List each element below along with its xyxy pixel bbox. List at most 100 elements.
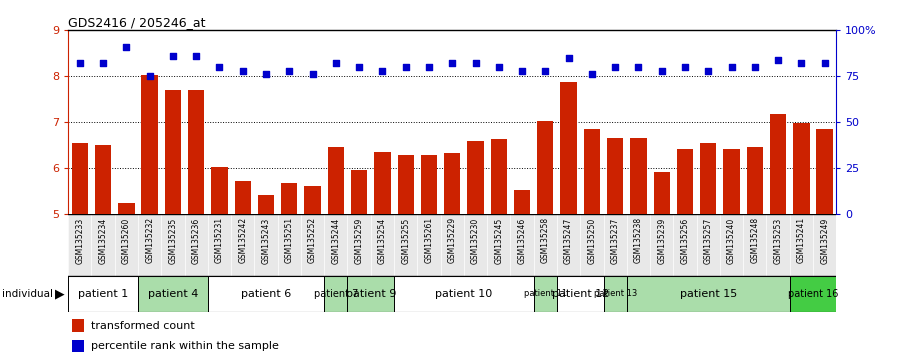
Text: GSM135260: GSM135260 — [122, 217, 131, 263]
Point — [212, 64, 226, 70]
Bar — [397, 155, 414, 214]
Bar — [794, 123, 810, 214]
Text: GSM135250: GSM135250 — [587, 217, 596, 263]
Bar — [746, 147, 763, 214]
Bar — [561, 82, 576, 214]
Text: GSM135249: GSM135249 — [820, 217, 829, 263]
Bar — [630, 138, 646, 214]
Point — [492, 64, 506, 70]
Point — [422, 64, 436, 70]
Text: GSM135253: GSM135253 — [774, 217, 783, 263]
Bar — [305, 185, 321, 214]
Point — [282, 68, 296, 73]
Text: GSM135241: GSM135241 — [797, 217, 806, 263]
Bar — [211, 167, 227, 214]
Text: GSM135234: GSM135234 — [98, 217, 107, 263]
Bar — [445, 153, 460, 214]
Text: GSM135252: GSM135252 — [308, 217, 317, 263]
Text: GSM135238: GSM135238 — [634, 217, 643, 263]
Text: patient 11: patient 11 — [524, 289, 567, 298]
Point — [468, 61, 483, 66]
Bar — [534, 276, 557, 312]
Point — [584, 72, 599, 77]
Text: GSM135233: GSM135233 — [75, 217, 85, 263]
Bar — [557, 276, 604, 312]
Text: GSM135236: GSM135236 — [192, 217, 201, 263]
Point — [445, 61, 460, 66]
Bar — [677, 149, 694, 214]
Text: GSM135232: GSM135232 — [145, 217, 155, 263]
Text: GSM135237: GSM135237 — [611, 217, 620, 263]
Bar — [138, 276, 208, 312]
Text: patient 12: patient 12 — [552, 289, 609, 299]
Point — [701, 68, 715, 73]
Text: GSM135259: GSM135259 — [355, 217, 364, 263]
Text: GSM135254: GSM135254 — [378, 217, 387, 263]
Text: GSM135248: GSM135248 — [750, 217, 759, 263]
Bar — [235, 181, 251, 214]
Point — [771, 57, 785, 62]
Bar — [72, 319, 84, 332]
Point — [514, 68, 529, 73]
Text: patient 4: patient 4 — [148, 289, 198, 299]
Bar — [281, 183, 297, 214]
Point — [654, 68, 669, 73]
Point — [73, 61, 87, 66]
Bar — [95, 145, 111, 214]
Bar — [514, 190, 530, 214]
Bar — [165, 90, 181, 214]
Text: GSM135256: GSM135256 — [681, 217, 690, 263]
Point — [747, 64, 762, 70]
Point — [189, 53, 204, 59]
Text: ▶: ▶ — [55, 287, 65, 300]
Text: GSM135230: GSM135230 — [471, 217, 480, 263]
Text: GSM135244: GSM135244 — [332, 217, 340, 263]
Text: GSM135257: GSM135257 — [704, 217, 713, 263]
Text: GSM135235: GSM135235 — [168, 217, 177, 263]
Bar — [584, 129, 600, 214]
Point — [724, 64, 739, 70]
Point — [165, 53, 180, 59]
Text: GSM135243: GSM135243 — [262, 217, 271, 263]
Bar — [347, 276, 394, 312]
Text: GDS2416 / 205246_at: GDS2416 / 205246_at — [68, 16, 205, 29]
Bar — [208, 276, 325, 312]
Bar — [142, 75, 158, 214]
Text: percentile rank within the sample: percentile rank within the sample — [91, 341, 279, 351]
Bar — [607, 138, 624, 214]
Point — [328, 61, 343, 66]
Text: GSM135240: GSM135240 — [727, 217, 736, 263]
Point — [235, 68, 250, 73]
Point — [794, 61, 809, 66]
Text: GSM135258: GSM135258 — [541, 217, 550, 263]
Text: patient 9: patient 9 — [345, 289, 396, 299]
Text: GSM135242: GSM135242 — [238, 217, 247, 263]
Bar — [700, 143, 716, 214]
Point — [143, 73, 157, 79]
Text: GSM135251: GSM135251 — [285, 217, 294, 263]
Point — [352, 64, 366, 70]
Bar — [654, 172, 670, 214]
Bar — [816, 129, 833, 214]
Text: GSM135231: GSM135231 — [215, 217, 224, 263]
Bar — [68, 276, 138, 312]
Point — [608, 64, 623, 70]
Text: patient 15: patient 15 — [680, 289, 737, 299]
Bar — [467, 141, 484, 214]
Bar — [375, 152, 391, 214]
Bar — [72, 340, 84, 352]
Text: patient 7: patient 7 — [314, 289, 358, 299]
Point — [538, 68, 553, 73]
Bar — [627, 276, 790, 312]
Bar — [724, 149, 740, 214]
Text: patient 1: patient 1 — [78, 289, 128, 299]
Bar — [325, 276, 347, 312]
Text: GSM135246: GSM135246 — [517, 217, 526, 263]
Text: GSM135239: GSM135239 — [657, 217, 666, 263]
Text: patient 6: patient 6 — [241, 289, 291, 299]
Text: GSM135261: GSM135261 — [425, 217, 434, 263]
Text: GSM135245: GSM135245 — [494, 217, 504, 263]
Bar — [258, 195, 275, 214]
Bar — [790, 276, 836, 312]
Point — [562, 55, 576, 61]
